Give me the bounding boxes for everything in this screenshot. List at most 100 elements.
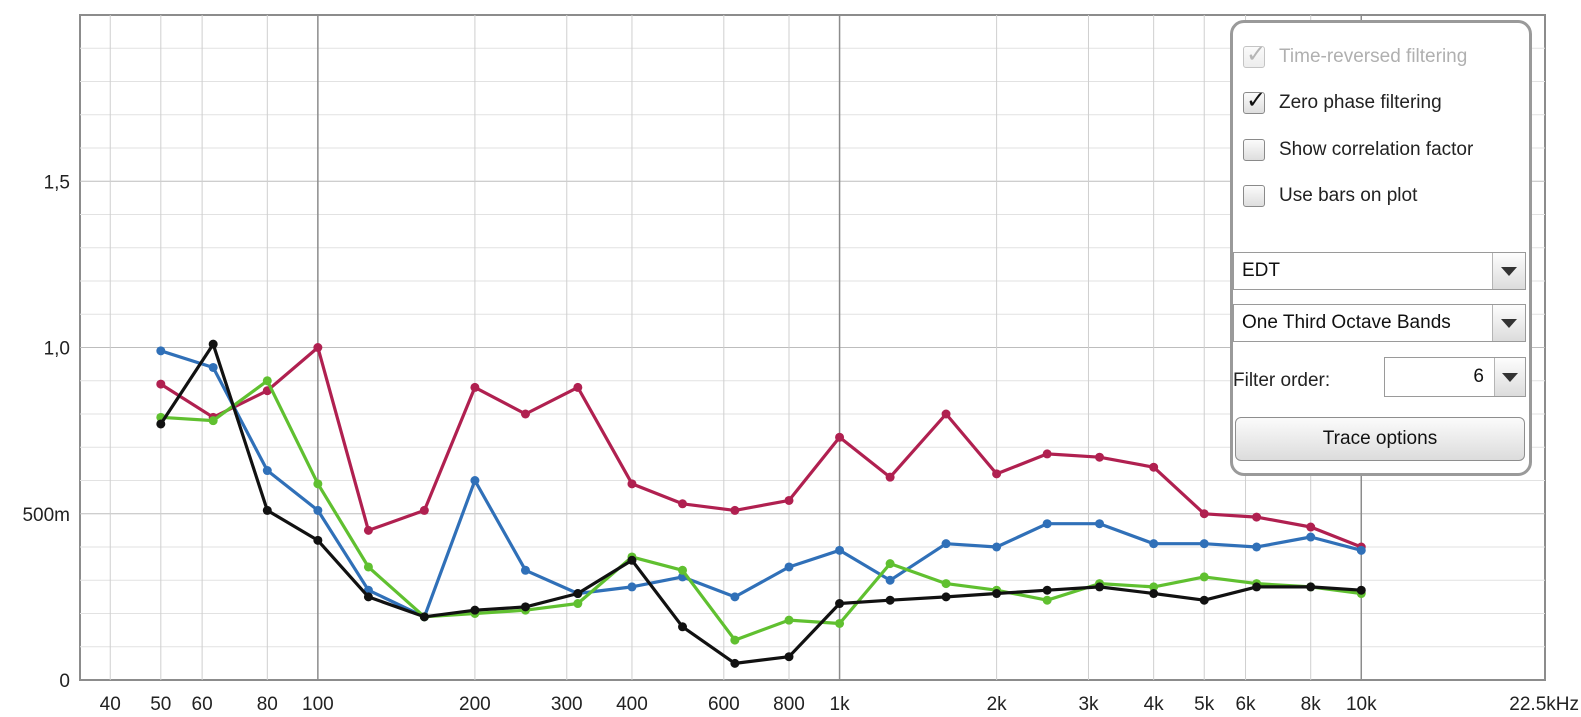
data-point <box>363 525 373 535</box>
y-axis-labels: 0 500m 1,0 1,5 <box>22 172 70 692</box>
data-point <box>313 535 323 545</box>
x-tick-label: 1k <box>830 694 851 715</box>
zero-phase-row[interactable]: ✓ Zero phase filtering <box>1243 87 1442 114</box>
data-point <box>156 379 166 389</box>
data-point <box>419 505 429 515</box>
data-point <box>1042 595 1052 605</box>
y-tick-label: 0 <box>59 671 70 692</box>
data-point <box>1306 582 1316 592</box>
data-point <box>573 589 583 599</box>
data-point <box>520 565 530 575</box>
y-tick-label: 500m <box>22 505 70 526</box>
data-point <box>627 479 637 489</box>
data-point <box>941 539 951 549</box>
data-point <box>1042 449 1052 459</box>
data-point <box>941 579 951 589</box>
x-tick-label: 2k <box>987 694 1008 715</box>
x-tick-label: 22.5kHz <box>1509 694 1579 715</box>
series-4 <box>156 339 1366 668</box>
data-point <box>730 658 740 668</box>
data-point <box>470 605 480 615</box>
time-reversed-row[interactable]: ✓ Time-reversed filtering <box>1243 41 1467 68</box>
bands-select-value: One Third Octave Bands <box>1242 312 1451 333</box>
data-point <box>208 362 218 372</box>
data-point <box>885 472 895 482</box>
data-point <box>1042 519 1052 529</box>
time-reversed-checkbox[interactable]: ✓ <box>1243 41 1266 68</box>
data-point <box>1042 585 1052 595</box>
x-tick-label: 6k <box>1235 694 1256 715</box>
data-point <box>885 559 895 569</box>
x-tick-label: 50 <box>150 694 171 715</box>
bands-dropdown-button[interactable] <box>1492 305 1525 341</box>
data-point <box>470 382 480 392</box>
bars-label: Use bars on plot <box>1279 185 1418 206</box>
data-point <box>262 466 272 476</box>
x-tick-label: 200 <box>459 694 491 715</box>
data-point <box>1095 452 1105 462</box>
y-tick-label: 1,5 <box>44 172 70 193</box>
data-point <box>520 409 530 419</box>
data-point <box>208 416 218 426</box>
series-layer <box>156 339 1366 668</box>
data-point <box>1199 595 1209 605</box>
x-tick-label: 8k <box>1301 694 1322 715</box>
data-point <box>313 343 323 352</box>
series-line <box>159 345 1362 549</box>
data-point <box>313 479 323 489</box>
data-point <box>1252 582 1262 592</box>
bands-select[interactable]: One Third Octave Bands <box>1233 304 1526 342</box>
correlation-checkbox[interactable] <box>1243 139 1265 161</box>
data-point <box>1095 582 1105 592</box>
x-tick-label: 40 <box>100 694 121 715</box>
data-point <box>313 505 323 515</box>
data-point <box>627 582 637 592</box>
check-mark-icon: ✓ <box>1246 87 1267 114</box>
data-point <box>1149 589 1159 599</box>
data-point <box>1095 519 1105 529</box>
data-point <box>1149 582 1159 592</box>
zero-phase-checkbox[interactable]: ✓ <box>1243 87 1266 114</box>
correlation-row[interactable]: Show correlation factor <box>1243 139 1473 161</box>
data-point <box>470 476 480 485</box>
bars-row[interactable]: Use bars on plot <box>1243 185 1417 207</box>
data-point <box>784 615 794 625</box>
series-line <box>160 349 1362 619</box>
x-axis-labels: 40 50 60 80 100 200 300 400 600 800 1k 2k 3k 4k 5k 6k 8k… <box>100 694 1579 715</box>
filter-order-dropdown-button[interactable] <box>1494 358 1525 396</box>
data-point <box>1356 585 1366 595</box>
x-tick-label: 800 <box>773 694 805 715</box>
check-mark-icon: ✓ <box>1246 41 1267 68</box>
data-point <box>1306 532 1316 542</box>
data-point <box>835 599 845 609</box>
data-point <box>835 432 845 442</box>
data-point <box>1252 512 1262 522</box>
x-tick-label: 100 <box>302 694 334 715</box>
data-point <box>784 495 794 505</box>
data-point <box>573 382 583 392</box>
data-point <box>1306 522 1316 532</box>
data-point <box>1149 462 1159 472</box>
series-1 <box>156 343 1366 552</box>
x-tick-label: 600 <box>708 694 740 715</box>
chevron-down-icon <box>1501 266 1517 276</box>
data-point <box>573 599 583 609</box>
y-tick-label: 1,0 <box>44 339 70 360</box>
x-tick-label: 300 <box>551 694 583 715</box>
data-point <box>941 409 951 419</box>
data-point <box>627 555 637 565</box>
data-point <box>363 592 373 602</box>
data-point <box>262 505 272 515</box>
series-2 <box>156 346 1366 622</box>
data-point <box>730 505 740 515</box>
chevron-down-icon <box>1502 372 1518 382</box>
bars-checkbox[interactable] <box>1243 185 1265 207</box>
parameter-select[interactable]: EDT <box>1233 252 1526 290</box>
parameter-dropdown-button[interactable] <box>1492 253 1525 289</box>
x-tick-label: 5k <box>1194 694 1215 715</box>
data-point <box>992 542 1002 552</box>
data-point <box>678 499 688 509</box>
trace-options-button[interactable]: Trace options <box>1235 417 1525 461</box>
filter-order-select[interactable]: 6 <box>1384 357 1526 397</box>
data-point <box>784 652 794 662</box>
